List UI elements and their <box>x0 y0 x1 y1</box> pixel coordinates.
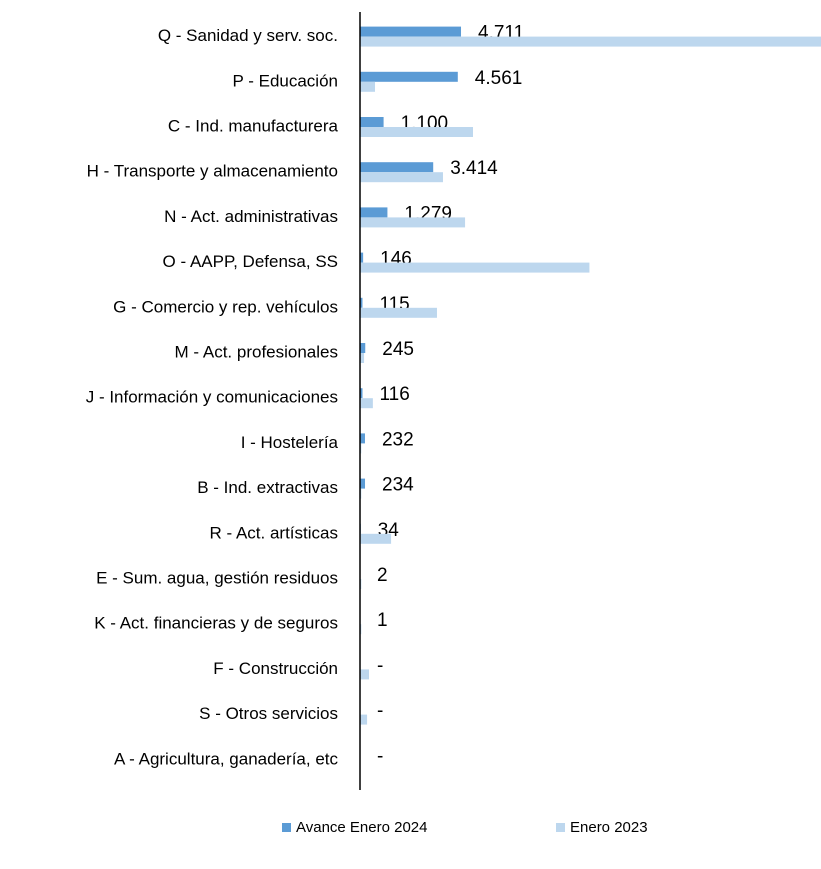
bar <box>360 81 376 92</box>
bar <box>360 26 462 37</box>
value-label: 234 <box>382 475 414 496</box>
value-label: 4.561 <box>475 68 523 89</box>
category-label: S - Otros servicios <box>199 704 338 723</box>
legend-label: Enero 2023 <box>570 819 648 836</box>
bar <box>360 398 373 409</box>
category-label: F - Construcción <box>213 659 338 678</box>
category-label: H - Transporte y almacenamiento <box>87 162 338 181</box>
value-label: - <box>377 746 383 767</box>
bar <box>360 714 368 725</box>
value-label: 232 <box>382 429 414 450</box>
category-label: K - Act. financieras y de seguros <box>94 614 338 633</box>
bar <box>360 252 364 263</box>
bar <box>360 262 590 273</box>
category-label: G - Comercio y rep. vehículos <box>113 297 338 316</box>
category-label: M - Act. profesionales <box>175 342 338 361</box>
bar <box>360 433 365 444</box>
category-label: N - Act. administrativas <box>164 207 338 226</box>
bar <box>360 117 384 127</box>
value-label: 245 <box>382 339 414 360</box>
bar <box>360 343 366 353</box>
legend-swatch <box>556 823 565 832</box>
value-label: - <box>377 701 383 722</box>
value-label: 3.414 <box>450 158 498 179</box>
bar <box>360 353 365 363</box>
value-label: 116 <box>379 384 409 405</box>
value-label: 2 <box>377 565 388 586</box>
bar <box>360 307 437 318</box>
category-label: A - Agricultura, ganadería, etc <box>114 749 338 768</box>
bar <box>360 36 821 47</box>
category-label: J - Información y comunicaciones <box>86 388 338 407</box>
category-label: I - Hostelería <box>241 433 339 452</box>
bar <box>360 207 388 218</box>
bar <box>360 127 473 137</box>
category-label: R - Act. artísticas <box>210 523 338 542</box>
bar <box>360 172 443 183</box>
bar <box>360 388 363 399</box>
bar <box>360 478 366 489</box>
category-label: C - Ind. manufacturera <box>168 116 339 135</box>
bar <box>360 217 466 228</box>
category-label: E - Sum. agua, gestión residuos <box>96 568 338 587</box>
category-label: Q - Sanidad y serv. soc. <box>158 26 338 45</box>
category-label: B - Ind. extractivas <box>197 478 338 497</box>
bar <box>360 533 392 544</box>
bar <box>360 71 458 82</box>
bar <box>360 669 370 680</box>
legend-label: Avance Enero 2024 <box>296 819 428 836</box>
category-label: P - Educación <box>232 71 338 90</box>
legend-swatch <box>282 823 291 832</box>
bar <box>360 297 363 308</box>
bar <box>360 162 434 173</box>
category-label: O - AAPP, Defensa, SS <box>163 252 338 271</box>
value-label: 1 <box>377 610 388 631</box>
value-label: - <box>377 655 383 676</box>
